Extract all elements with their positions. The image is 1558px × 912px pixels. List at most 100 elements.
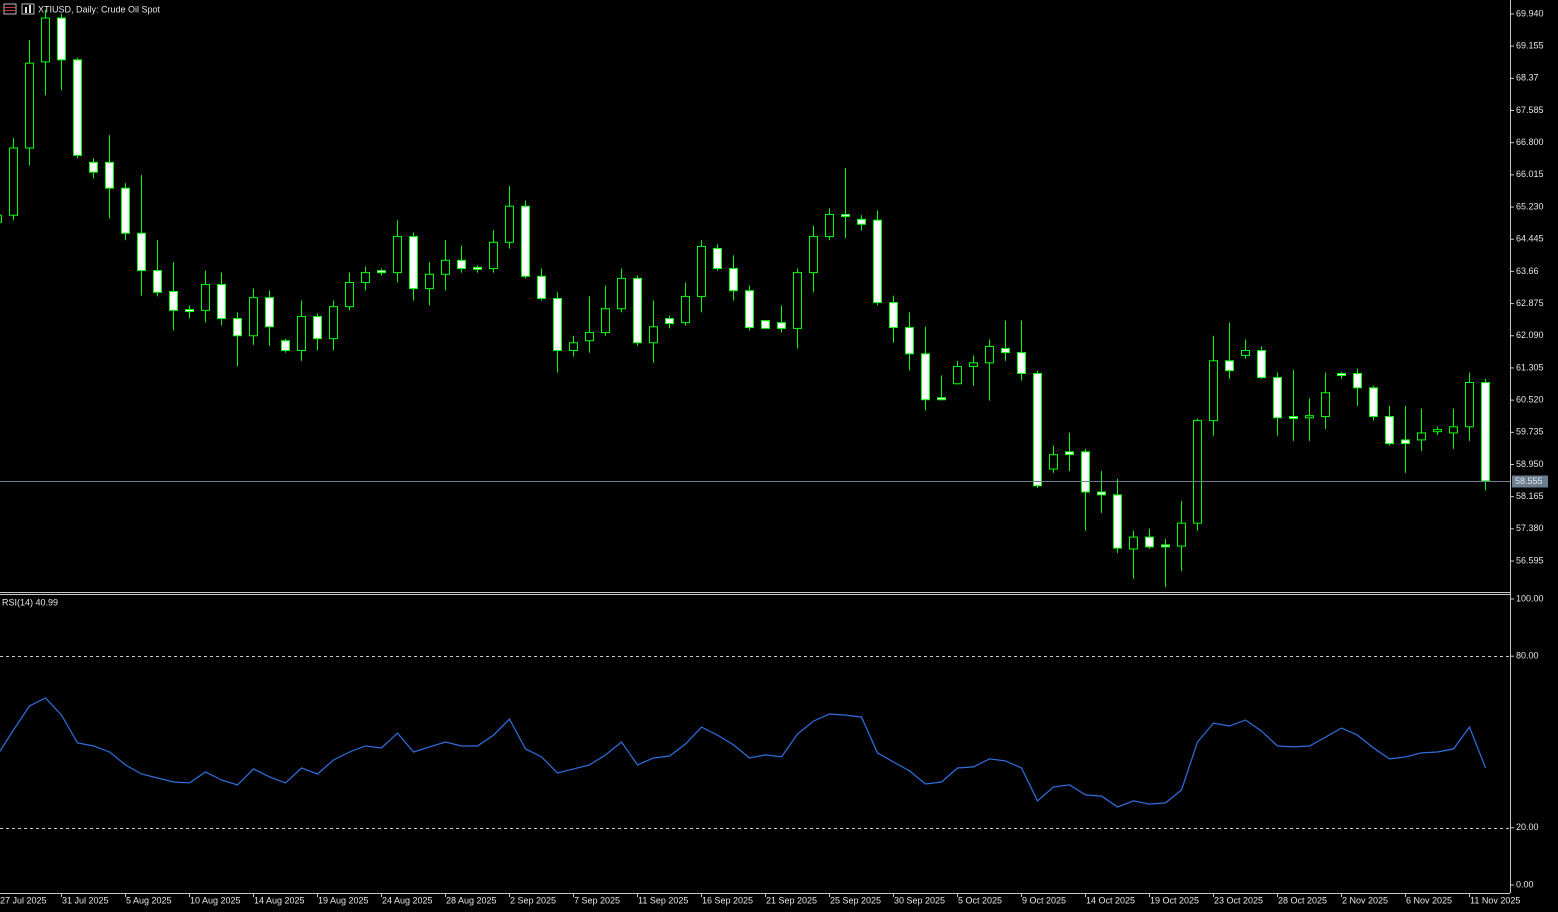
candle-body [1401, 439, 1410, 445]
candle-body [969, 362, 978, 368]
y-tick-label: 100.00 [1516, 593, 1544, 603]
icon [25, 7, 27, 13]
y-tick-label: 80.00 [1516, 651, 1539, 661]
y-tick-label: 0.00 [1516, 879, 1534, 889]
y-tick-label: 66.800 [1516, 137, 1544, 147]
candle-body [1017, 352, 1026, 374]
x-tick-label: 9 Oct 2025 [1022, 895, 1066, 905]
candle-body [41, 17, 50, 63]
candle-body [57, 17, 66, 61]
y-tick-label: 69.940 [1516, 8, 1544, 18]
candle-body [1305, 415, 1314, 419]
candle-body [937, 397, 946, 401]
indicator-title: RSI(14) 40.99 [2, 597, 58, 607]
y-tick-label: 58.950 [1516, 459, 1544, 469]
candle-body [1481, 382, 1490, 482]
candle-body [521, 205, 530, 277]
candle-body [1177, 522, 1186, 547]
candle-body [1065, 451, 1074, 456]
y-tick-label: 61.305 [1516, 362, 1544, 372]
candle-body [953, 366, 962, 385]
candle-body [377, 270, 386, 274]
x-tick-label: 31 Jul 2025 [62, 895, 109, 905]
current-price-label: 58.555 [1515, 476, 1543, 486]
candle-body [1353, 372, 1362, 389]
candle-body [617, 277, 626, 310]
candle-body [1289, 416, 1298, 420]
candle-body [137, 232, 146, 272]
x-tick-label: 14 Aug 2025 [254, 895, 305, 905]
candle-body [9, 147, 18, 216]
x-tick-label: 25 Sep 2025 [830, 895, 881, 905]
candle-body [809, 236, 818, 274]
candle-body [921, 353, 930, 401]
candle-body [0, 214, 2, 223]
candle-body [1369, 387, 1378, 418]
candle-body [441, 259, 450, 275]
x-tick-label: 28 Oct 2025 [1278, 895, 1327, 905]
candle-body [1193, 420, 1202, 524]
candle-body [1001, 347, 1010, 354]
x-tick-label: 10 Aug 2025 [190, 895, 241, 905]
candle-body [905, 327, 914, 355]
icon [21, 3, 35, 15]
candle-body [73, 59, 82, 156]
candle-body [793, 272, 802, 329]
candle-body [393, 236, 402, 274]
candle-body [201, 284, 210, 311]
x-tick-label: 30 Sep 2025 [894, 895, 945, 905]
x-tick-label: 11 Nov 2025 [1470, 895, 1520, 905]
candle-body [1161, 544, 1170, 548]
candle-body [425, 273, 434, 290]
rsi-line [0, 697, 1487, 808]
candle-body [265, 297, 274, 328]
x-tick-label: 24 Aug 2025 [382, 895, 433, 905]
candle-body [729, 268, 738, 292]
candle-body [169, 290, 178, 311]
y-tick-label: 66.015 [1516, 169, 1544, 179]
candle-body [1129, 536, 1138, 550]
candle-body [473, 266, 482, 270]
candle-body [777, 322, 786, 329]
x-tick-label: 11 Sep 2025 [638, 895, 688, 905]
candle-body [713, 247, 722, 270]
x-tick-label: 14 Oct 2025 [1086, 895, 1135, 905]
y-tick-label: 68.37 [1516, 73, 1539, 83]
x-tick-label: 28 Aug 2025 [446, 895, 497, 905]
x-tick-label: 2 Nov 2025 [1342, 895, 1388, 905]
candle-body [361, 272, 370, 283]
chart-title: XTIUSD, Daily: Crude Oil Spot [38, 4, 161, 14]
current-price-box [1512, 475, 1548, 488]
x-tick-label: 23 Oct 2025 [1214, 895, 1263, 905]
y-tick-label: 20.00 [1516, 822, 1539, 832]
candle-body [121, 187, 130, 234]
y-tick-label: 57.380 [1516, 523, 1544, 533]
candle-body [1465, 382, 1474, 428]
candle-body [665, 318, 674, 324]
candle-body [297, 315, 306, 352]
candle-body [745, 290, 754, 329]
candle-body [1097, 491, 1106, 496]
candle-body [585, 331, 594, 342]
candle-body [681, 295, 690, 324]
x-tick-label: 19 Oct 2025 [1150, 895, 1199, 905]
candle-body [569, 342, 578, 352]
x-tick-label: 6 Nov 2025 [1406, 895, 1452, 905]
candle-body [553, 297, 562, 352]
candle-body [761, 320, 770, 329]
candle-body [1145, 536, 1154, 548]
candle-body [649, 326, 658, 344]
y-tick-label: 67.585 [1516, 105, 1544, 115]
candle-body [249, 297, 258, 337]
x-tick-label: 27 Jul 2025 [0, 895, 47, 905]
candle-body [313, 315, 322, 340]
y-tick-label: 69.155 [1516, 40, 1544, 50]
candle-body [89, 161, 98, 173]
candle-body [1337, 372, 1346, 377]
candle-body [873, 219, 882, 304]
y-tick-label: 65.230 [1516, 201, 1544, 211]
y-tick-label: 58.165 [1516, 491, 1544, 501]
candle-body [281, 340, 290, 352]
candle-body [889, 302, 898, 329]
